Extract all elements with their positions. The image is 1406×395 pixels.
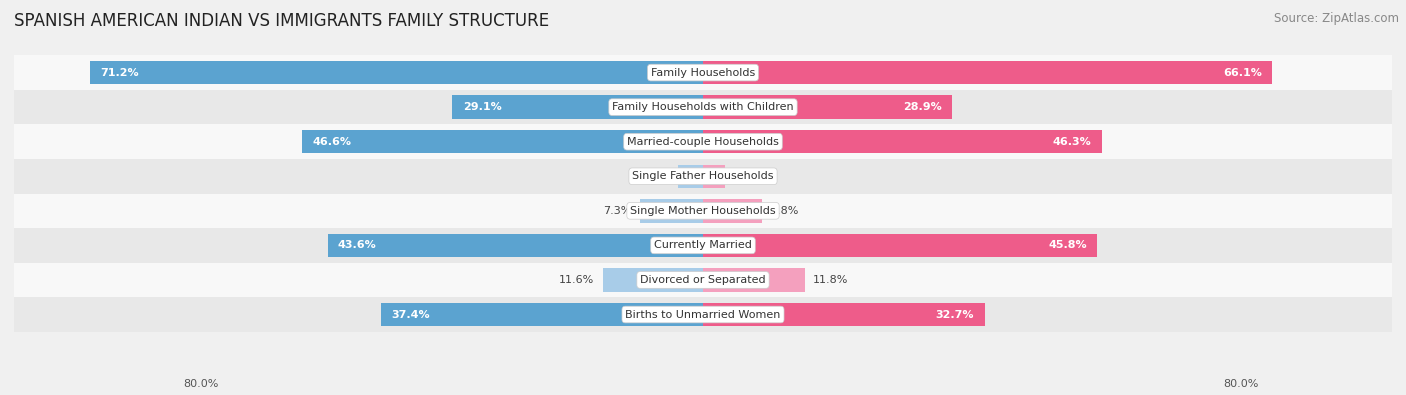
- Text: 43.6%: 43.6%: [337, 241, 377, 250]
- Text: 2.5%: 2.5%: [733, 171, 762, 181]
- Text: 46.6%: 46.6%: [312, 137, 352, 147]
- Bar: [703, 199, 762, 223]
- Text: SPANISH AMERICAN INDIAN VS IMMIGRANTS FAMILY STRUCTURE: SPANISH AMERICAN INDIAN VS IMMIGRANTS FA…: [14, 12, 550, 30]
- Text: 28.9%: 28.9%: [903, 102, 942, 112]
- Bar: [14, 159, 1392, 194]
- Text: Family Households: Family Households: [651, 68, 755, 77]
- Text: 11.6%: 11.6%: [560, 275, 595, 285]
- Bar: [328, 234, 703, 257]
- Bar: [703, 130, 1102, 153]
- Text: 66.1%: 66.1%: [1223, 68, 1263, 77]
- Bar: [14, 55, 1392, 90]
- Bar: [14, 124, 1392, 159]
- Text: Currently Married: Currently Married: [654, 241, 752, 250]
- Bar: [703, 164, 724, 188]
- Text: Married-couple Households: Married-couple Households: [627, 137, 779, 147]
- Text: 7.3%: 7.3%: [603, 206, 631, 216]
- Text: 32.7%: 32.7%: [936, 310, 974, 320]
- Bar: [703, 61, 1272, 84]
- Bar: [14, 263, 1392, 297]
- Bar: [90, 61, 703, 84]
- Text: 6.8%: 6.8%: [770, 206, 799, 216]
- Bar: [703, 268, 804, 292]
- Text: Family Households with Children: Family Households with Children: [612, 102, 794, 112]
- Bar: [703, 95, 952, 119]
- Text: 29.1%: 29.1%: [463, 102, 502, 112]
- Text: Divorced or Separated: Divorced or Separated: [640, 275, 766, 285]
- Text: Source: ZipAtlas.com: Source: ZipAtlas.com: [1274, 12, 1399, 25]
- Bar: [703, 303, 984, 326]
- Bar: [14, 90, 1392, 124]
- Bar: [703, 234, 1098, 257]
- Text: 45.8%: 45.8%: [1049, 241, 1087, 250]
- Text: Single Mother Households: Single Mother Households: [630, 206, 776, 216]
- Text: 2.9%: 2.9%: [641, 171, 669, 181]
- Text: 80.0%: 80.0%: [183, 379, 218, 389]
- Bar: [14, 297, 1392, 332]
- Text: 11.8%: 11.8%: [813, 275, 849, 285]
- Bar: [381, 303, 703, 326]
- Text: 80.0%: 80.0%: [1223, 379, 1258, 389]
- Bar: [640, 199, 703, 223]
- Text: 46.3%: 46.3%: [1053, 137, 1091, 147]
- Bar: [603, 268, 703, 292]
- Bar: [678, 164, 703, 188]
- Bar: [453, 95, 703, 119]
- Text: Births to Unmarried Women: Births to Unmarried Women: [626, 310, 780, 320]
- Bar: [14, 194, 1392, 228]
- Text: 71.2%: 71.2%: [100, 68, 139, 77]
- Bar: [14, 228, 1392, 263]
- Text: 37.4%: 37.4%: [391, 310, 430, 320]
- Bar: [302, 130, 703, 153]
- Text: Single Father Households: Single Father Households: [633, 171, 773, 181]
